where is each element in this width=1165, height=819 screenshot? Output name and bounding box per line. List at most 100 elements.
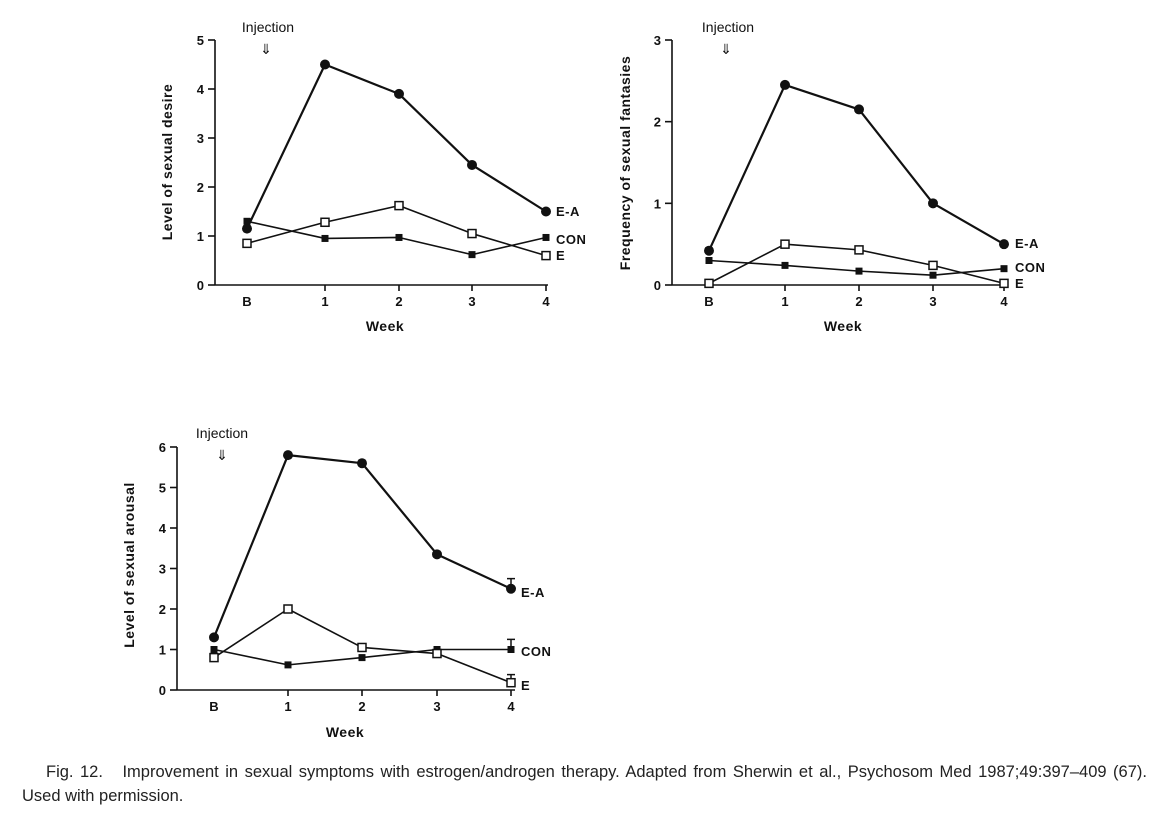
series-label-e: E xyxy=(521,678,530,693)
x-axis-title: Week xyxy=(366,318,404,334)
data-point-e xyxy=(928,260,938,271)
ticks-group: 0 1 2 3 B 1 2 3 4 xyxy=(654,33,1009,309)
y-tick-label: 0 xyxy=(159,683,166,698)
data-point-e-a xyxy=(506,583,516,594)
y-tick-label: 4 xyxy=(197,82,205,97)
data-point-e-a xyxy=(780,79,790,90)
x-tick-label: 3 xyxy=(468,294,475,309)
ticks-group: 0 1 2 3 4 5 6 B 1 2 3 4 xyxy=(159,440,516,714)
data-point-e xyxy=(854,245,864,255)
data-point-con xyxy=(321,234,329,242)
y-axis-title: Level of sexual desire xyxy=(159,84,175,241)
data-point-e xyxy=(704,278,714,289)
series-label-con: CON xyxy=(521,644,551,659)
data-point-con xyxy=(507,646,515,653)
y-tick-label: 3 xyxy=(159,562,166,577)
x-tick-label: 2 xyxy=(395,294,402,309)
data-point-e-a xyxy=(999,239,1009,250)
data-point-e xyxy=(541,250,551,261)
y-axis-title: Level of sexual arousal xyxy=(121,482,137,648)
y-tick-label: 3 xyxy=(197,131,204,146)
data-point-e-a xyxy=(357,458,367,469)
data-point-con xyxy=(1000,265,1008,273)
data-point-e xyxy=(357,642,367,653)
data-point-e xyxy=(242,238,252,249)
x-tick-label: 2 xyxy=(358,699,365,714)
y-tick-label: 2 xyxy=(159,602,166,617)
data-point-e-a xyxy=(283,450,293,461)
y-axis-title: Frequency of sexual fantasies xyxy=(617,56,633,270)
series-label-con: CON xyxy=(556,232,586,247)
data-point-e-a xyxy=(541,206,551,217)
data-point-e-a xyxy=(242,223,252,234)
y-tick-label: 5 xyxy=(159,481,166,496)
series-markers xyxy=(209,450,516,688)
series-markers xyxy=(704,79,1009,289)
data-point-con xyxy=(855,267,863,275)
y-tick-label: 2 xyxy=(654,115,661,130)
x-tick-label: 3 xyxy=(929,294,936,309)
series-line-e-a xyxy=(212,454,512,638)
series-label-e-a: E-A xyxy=(1015,236,1039,251)
x-tick-label: 2 xyxy=(855,294,862,309)
y-tick-label: 0 xyxy=(654,278,661,293)
data-point-e-a xyxy=(209,632,219,643)
caption-text: Improvement in sexual symptoms with estr… xyxy=(22,763,1147,805)
data-point-e-a xyxy=(467,159,477,170)
data-point-e xyxy=(780,239,790,249)
series-label-con: CON xyxy=(1015,260,1045,275)
chart-sexual-fantasies: Injection ⇓ Week Frequency of sexual fan… xyxy=(617,19,1045,334)
series-label-e-a: E-A xyxy=(521,585,545,600)
x-tick-label: B xyxy=(209,699,218,714)
y-tick-label: 1 xyxy=(197,229,204,244)
data-point-con xyxy=(929,271,937,279)
figure-canvas: Injection ⇓ Week Level of sexual desire … xyxy=(121,19,1045,740)
x-axis-title: Week xyxy=(824,318,862,334)
data-point-e xyxy=(432,648,442,659)
data-point-con xyxy=(210,646,218,653)
data-point-e xyxy=(209,652,219,663)
y-tick-label: 1 xyxy=(159,643,166,658)
data-point-e xyxy=(506,677,516,688)
data-point-e xyxy=(394,200,404,211)
data-point-e xyxy=(320,217,330,228)
ticks-group: 0 1 2 3 4 5 B 1 2 3 4 xyxy=(197,33,551,309)
data-point-e-a xyxy=(704,245,714,256)
series-label-e: E xyxy=(556,248,565,263)
data-point-con xyxy=(395,233,403,241)
y-tick-label: 2 xyxy=(197,180,204,195)
data-point-e xyxy=(999,278,1009,289)
chart-sexual-desire: Injection ⇓ Week Level of sexual desire … xyxy=(159,19,586,334)
data-point-e-a xyxy=(854,104,864,115)
chart-sexual-arousal: Injection ⇓ Week Level of sexual arousal… xyxy=(121,425,551,740)
figure-caption: Fig. 12. Improvement in sexual symptoms … xyxy=(22,760,1147,808)
series-label-e: E xyxy=(1015,276,1024,291)
series-label-e-a: E-A xyxy=(556,204,580,219)
error-bars xyxy=(507,577,515,683)
injection-label: Injection xyxy=(242,19,294,35)
x-tick-label: 3 xyxy=(433,699,440,714)
x-tick-label: B xyxy=(242,294,251,309)
injection-arrow-icon: ⇓ xyxy=(216,447,228,463)
data-point-e xyxy=(283,604,293,614)
data-point-con xyxy=(468,251,476,259)
x-tick-label: 1 xyxy=(284,699,291,714)
data-point-e xyxy=(467,228,477,239)
injection-arrow-icon: ⇓ xyxy=(720,41,732,57)
y-tick-label: 6 xyxy=(159,440,166,455)
y-tick-label: 3 xyxy=(654,33,661,48)
data-point-e-a xyxy=(320,59,330,70)
data-point-con xyxy=(705,257,713,264)
injection-label: Injection xyxy=(702,19,754,35)
x-tick-label: 4 xyxy=(507,699,515,714)
data-point-con xyxy=(358,654,366,662)
series-markers xyxy=(242,59,551,261)
data-point-con xyxy=(542,233,550,241)
data-point-e-a xyxy=(394,88,404,99)
figure-label: Fig. 12. xyxy=(46,763,103,781)
x-tick-label: B xyxy=(704,294,713,309)
x-tick-label: 4 xyxy=(1000,294,1008,309)
y-tick-label: 0 xyxy=(197,278,204,293)
y-tick-label: 1 xyxy=(654,196,661,211)
data-point-con xyxy=(243,217,251,225)
